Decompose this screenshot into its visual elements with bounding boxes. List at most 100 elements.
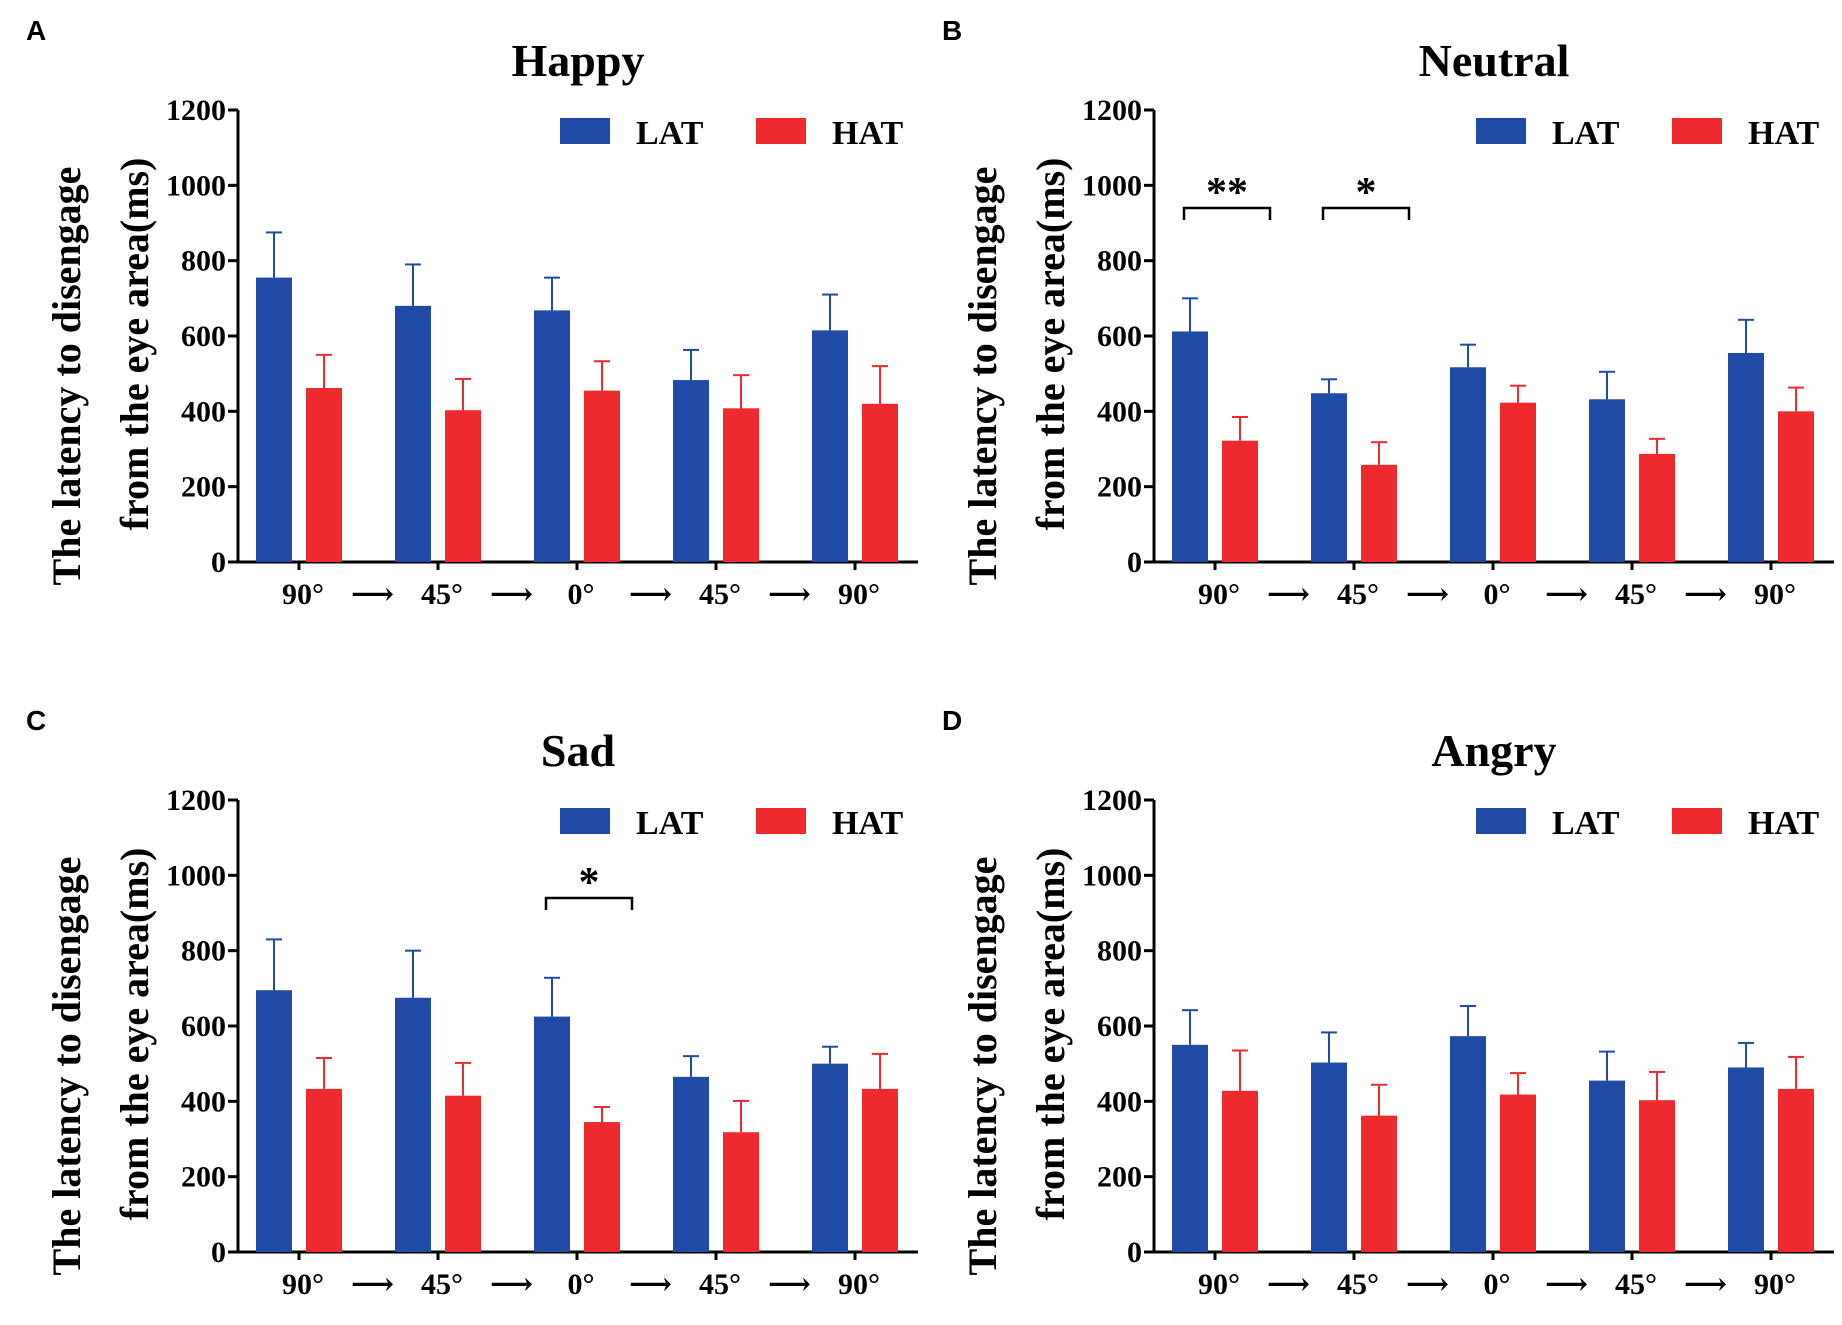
x-category-label: 45° [1615, 578, 1657, 611]
significance-bracket [1182, 206, 1272, 220]
y-tick-label: 800 [181, 935, 226, 968]
x-category-label: 90° [1754, 578, 1796, 611]
y-tick-label: 0 [211, 1236, 226, 1269]
y-tick-label: 200 [181, 1161, 226, 1194]
y-axis-label-line2: from the eye area(ms) [112, 158, 157, 531]
legend-swatch-hat [1672, 808, 1722, 834]
bar-lat-2 [1450, 367, 1486, 562]
x-category-label: 45° [699, 578, 741, 611]
legend-swatch-hat [1672, 118, 1722, 144]
y-tick-label: 1000 [1082, 859, 1142, 892]
y-axis-label-line1: The latency to disengage [960, 167, 1005, 586]
bar-hat-2 [1500, 402, 1536, 562]
legend-swatch-lat [560, 118, 610, 144]
bar-lat-0 [256, 277, 292, 562]
bar-lat-2 [534, 310, 570, 562]
y-tick-label: 400 [181, 1085, 226, 1118]
bar-lat-1 [395, 305, 431, 562]
legend-label-lat: LAT [1552, 115, 1620, 152]
bar-hat-1 [445, 410, 481, 562]
panel-d: D Angry The latency to disengage from the e… [942, 705, 1834, 1301]
x-category-label: 90° [1198, 1268, 1240, 1301]
bar-hat-1 [445, 1095, 481, 1252]
chart-title: Happy [512, 35, 645, 86]
bar-hat-1 [1361, 1115, 1397, 1252]
bar-hat-3 [1639, 1100, 1675, 1252]
y-tick-label: 0 [211, 546, 226, 579]
y-tick-label: 0 [1127, 1236, 1142, 1269]
significance-label: * [1356, 170, 1377, 216]
legend-label-hat: HAT [832, 115, 903, 152]
legend-swatch-lat [1476, 118, 1526, 144]
legend-label-lat: LAT [1552, 805, 1620, 842]
y-tick-label: 200 [1097, 471, 1142, 504]
arrow-label: ⟶ [1684, 1268, 1727, 1301]
y-axis-label-line2: from the eye area(ms) [1028, 158, 1073, 531]
x-category-label: 90° [1198, 578, 1240, 611]
arrow-label: ⟶ [768, 578, 811, 611]
y-tick-label: 1200 [166, 94, 226, 127]
y-axis-label-line2: from the eye area(ms) [112, 848, 157, 1221]
arrow-label: ⟶ [629, 1268, 672, 1301]
y-tick-label: 400 [181, 395, 226, 428]
y-axis-label-line1: The latency to disengage [44, 167, 89, 586]
bar-lat-1 [1311, 393, 1347, 562]
y-tick-label: 600 [1097, 1010, 1142, 1043]
significance-bracket [1321, 206, 1411, 220]
bar-hat-3 [723, 1132, 759, 1252]
bar-lat-2 [1450, 1036, 1486, 1252]
arrow-label: ⟶ [1545, 578, 1588, 611]
significance-label: ** [1206, 170, 1248, 216]
legend-label-lat: LAT [636, 805, 704, 842]
bar-lat-4 [1728, 352, 1764, 562]
bar-hat-2 [584, 390, 620, 562]
panel-c: C Sad The latency to disengage from the eye… [26, 705, 918, 1301]
bar-hat-3 [723, 408, 759, 562]
x-category-label: 45° [1337, 578, 1379, 611]
x-category-label: 45° [421, 578, 463, 611]
arrow-label: ⟶ [490, 1268, 533, 1301]
bar-lat-3 [673, 1076, 709, 1252]
x-category-label: 0° [1484, 1268, 1511, 1301]
significance-label: * [579, 860, 600, 906]
bar-lat-0 [256, 990, 292, 1252]
legend-label-hat: HAT [1748, 115, 1819, 152]
y-tick-label: 600 [1097, 320, 1142, 353]
y-axis-label-line1: The latency to disengage [44, 857, 89, 1276]
arrow-label: ⟶ [1684, 578, 1727, 611]
y-tick-label: 0 [1127, 546, 1142, 579]
arrow-label: ⟶ [351, 1268, 394, 1301]
x-category-label: 90° [1754, 1268, 1796, 1301]
panel-b: B Neutral The latency to disengage from the… [942, 15, 1834, 611]
y-tick-label: 800 [1097, 245, 1142, 278]
x-category-label: 45° [1337, 1268, 1379, 1301]
arrow-label: ⟶ [1406, 578, 1449, 611]
legend-swatch-hat [756, 808, 806, 834]
x-category-label: 90° [282, 1268, 324, 1301]
chart-title: Angry [1431, 725, 1556, 776]
x-category-label: 0° [568, 578, 595, 611]
bar-lat-1 [1311, 1062, 1347, 1252]
legend-swatch-hat [756, 118, 806, 144]
bar-hat-4 [862, 403, 898, 562]
x-category-label: 0° [1484, 578, 1511, 611]
y-tick-label: 200 [181, 471, 226, 504]
y-tick-label: 800 [181, 245, 226, 278]
bar-lat-0 [1172, 1044, 1208, 1252]
bar-hat-4 [1778, 411, 1814, 562]
panel-a: A Happy The latency to disengage from the e… [26, 15, 918, 611]
bar-lat-4 [812, 1063, 848, 1252]
y-tick-label: 400 [1097, 1085, 1142, 1118]
bar-lat-4 [1728, 1067, 1764, 1252]
bar-lat-3 [1589, 1080, 1625, 1252]
x-category-label: 90° [838, 578, 880, 611]
legend-label-hat: HAT [832, 805, 903, 842]
arrow-label: ⟶ [629, 578, 672, 611]
bar-hat-0 [306, 1088, 342, 1252]
y-tick-label: 800 [1097, 935, 1142, 968]
y-tick-label: 1200 [1082, 94, 1142, 127]
significance-bracket [544, 896, 634, 910]
legend-swatch-lat [1476, 808, 1526, 834]
x-category-label: 45° [1615, 1268, 1657, 1301]
